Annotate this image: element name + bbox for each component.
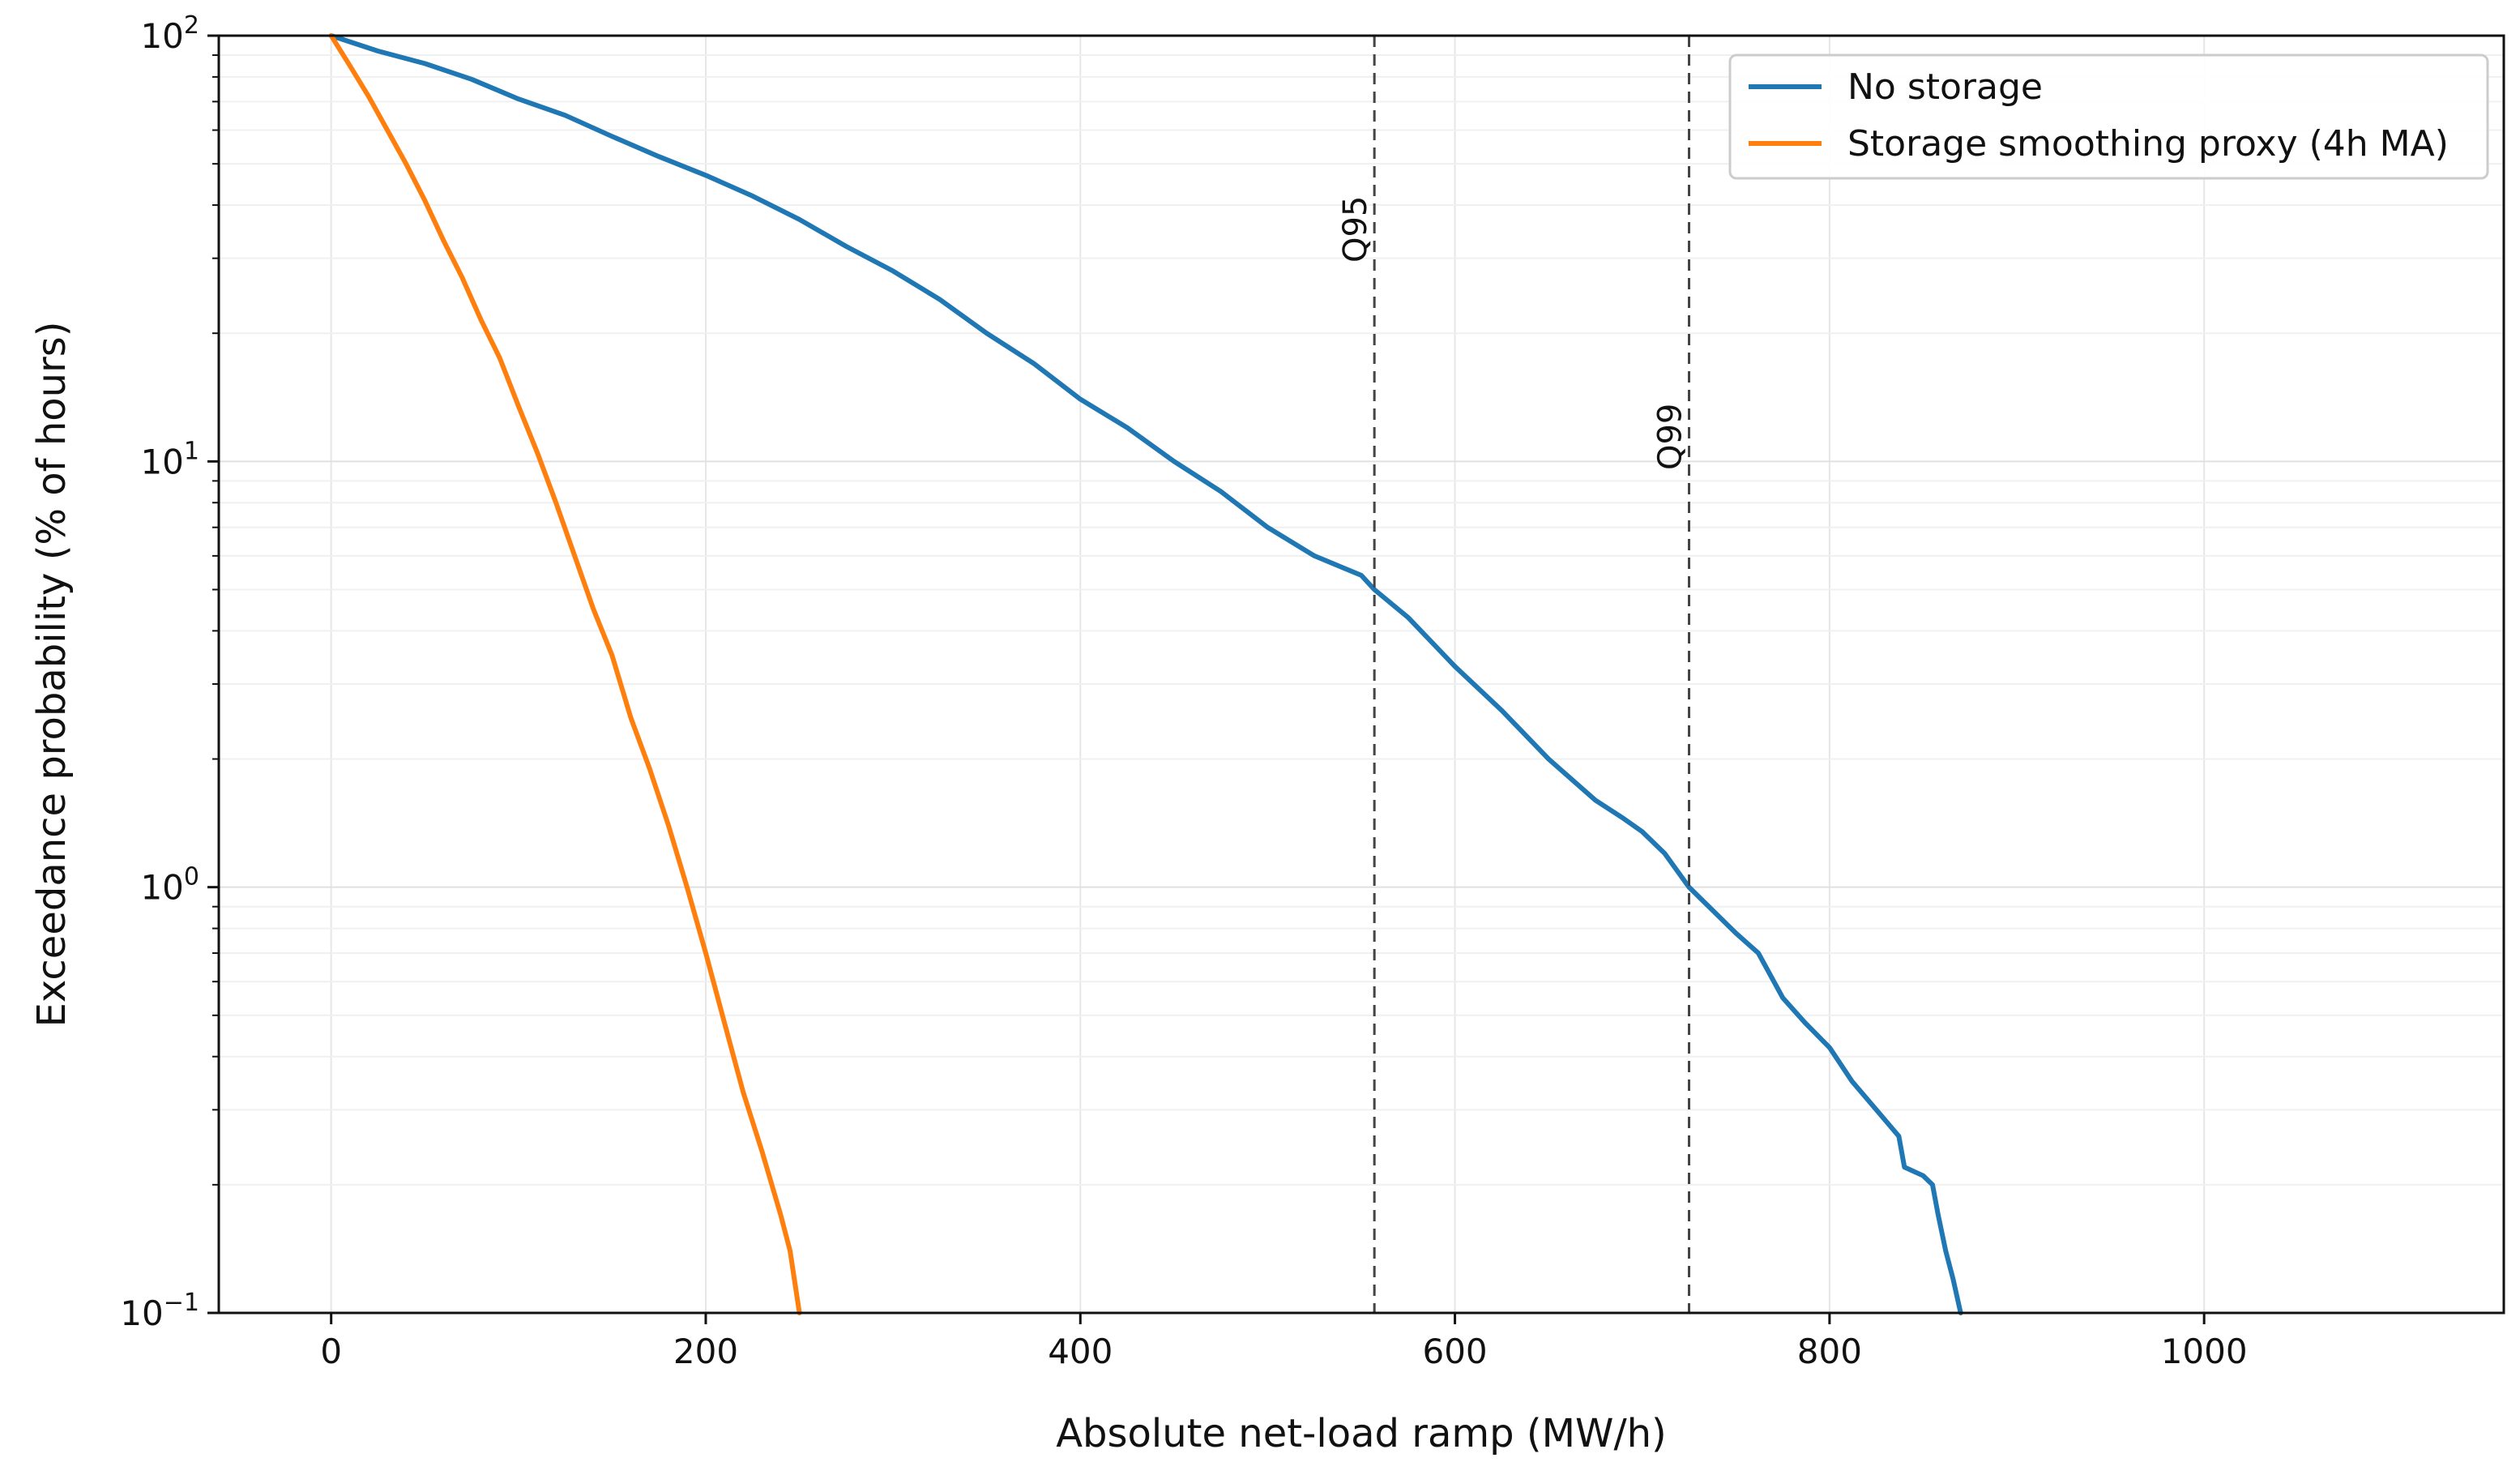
x-tick-label: 600 [1422, 1332, 1487, 1371]
legend-label-no-storage: No storage [1847, 66, 2043, 108]
x-tick-label: 0 [320, 1332, 342, 1371]
x-tick-label: 400 [1048, 1332, 1113, 1371]
series-layer [328, 33, 1963, 1315]
series-line-storage-proxy [328, 33, 802, 1315]
reference-lines: Q95 Q99 [1337, 36, 1691, 1313]
y-axis-label: Exceedance probability (% of hours) [29, 322, 75, 1028]
x-tick-label: 800 [1797, 1332, 1862, 1371]
refline-label-q99: Q99 [1652, 404, 1689, 470]
refline-label-q95: Q95 [1337, 196, 1374, 263]
x-axis-label: Absolute net-load ramp (MW/h) [1056, 1411, 1667, 1456]
x-tick-label: 200 [673, 1332, 738, 1371]
y-tick-label: 10−1 [120, 1289, 199, 1333]
series-line-no-storage [328, 33, 1963, 1315]
legend: No storage Storage smoothing proxy (4h M… [1728, 53, 2489, 180]
legend-box [1728, 53, 2489, 180]
y-tick-label: 102 [140, 11, 199, 56]
plot-frame [217, 34, 2505, 1315]
x-tick-label: 1000 [2161, 1332, 2248, 1371]
legend-label-storage-proxy: Storage smoothing proxy (4h MA) [1847, 123, 2449, 165]
